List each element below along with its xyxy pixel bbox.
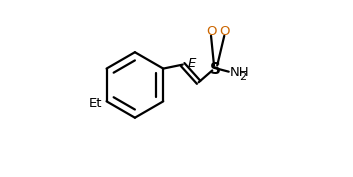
Text: O: O: [206, 25, 216, 38]
Text: E: E: [187, 57, 196, 70]
Text: NH: NH: [229, 66, 249, 79]
Text: Et: Et: [89, 97, 102, 110]
Text: 2: 2: [239, 72, 246, 82]
Text: O: O: [219, 25, 229, 38]
Text: S: S: [210, 62, 221, 76]
